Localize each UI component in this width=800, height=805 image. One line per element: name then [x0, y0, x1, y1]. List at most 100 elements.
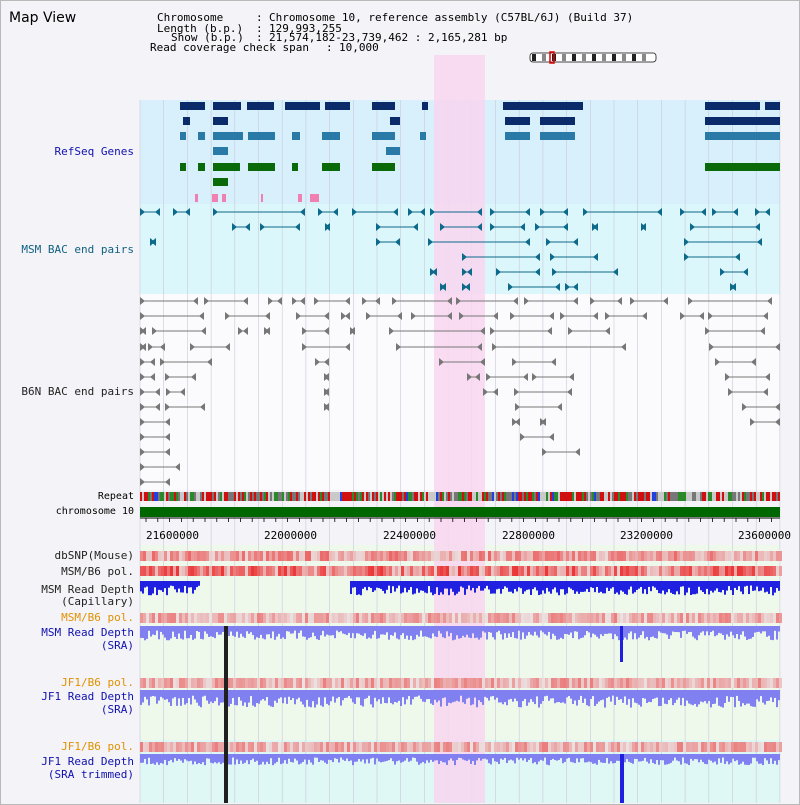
polymorphism-cell [656, 551, 659, 561]
polymorphism-cell [638, 742, 641, 752]
repeat-mark [692, 492, 694, 501]
track-label-refseq[interactable]: RefSeq Genes [54, 145, 134, 158]
read-depth-bar [334, 754, 336, 759]
read-depth-bar [710, 626, 712, 633]
polymorphism-cell [563, 678, 566, 688]
read-depth-bar [524, 626, 526, 639]
read-depth-bar [634, 690, 636, 703]
read-depth-bar [354, 626, 356, 639]
read-depth-bar [428, 754, 430, 763]
track-label-msm-depth-cap[interactable]: MSM Read Depth [41, 583, 134, 596]
read-depth-bar [542, 626, 544, 633]
track-label-msm-depth-sra[interactable]: MSM Read Depth [41, 626, 134, 639]
b6n-bac-pair-end [728, 388, 733, 396]
track-label-b6n-bac[interactable]: B6N BAC end pairs [21, 385, 134, 398]
track-label-jf1-b6-pol-2[interactable]: JF1/B6 pol. [61, 740, 134, 753]
b6n-bac-pair-end [175, 463, 180, 471]
polymorphism-cell [371, 613, 374, 623]
polymorphism-cell [671, 613, 674, 623]
read-depth-bar [220, 690, 222, 703]
polymorphism-cell [437, 566, 440, 576]
read-depth-bar [344, 690, 346, 698]
polymorphism-cell [722, 613, 725, 623]
read-depth-bar [244, 754, 246, 763]
read-depth-bar [368, 690, 370, 696]
polymorphism-cell [635, 613, 638, 623]
read-depth-bar [662, 581, 664, 591]
polymorphism-cell [260, 742, 263, 752]
read-depth-bar [190, 690, 192, 705]
b6n-bac-pair-end [362, 297, 367, 305]
repeat-mark [690, 492, 692, 501]
polymorphism-cell [602, 566, 605, 576]
polymorphism-cell [740, 551, 743, 561]
read-depth-bar [386, 690, 388, 704]
polymorphism-cell [212, 566, 215, 576]
read-depth-bar [526, 581, 528, 590]
msm-bac-pair-end [565, 283, 570, 291]
repeat-mark [522, 492, 524, 501]
read-depth-bar [626, 581, 628, 595]
repeat-mark [152, 492, 154, 501]
read-depth-bar [690, 754, 692, 759]
read-depth-bar [200, 690, 202, 708]
polymorphism-cell [566, 551, 569, 561]
track-label-jf1-depth-sra[interactable]: JF1 Read Depth [41, 690, 134, 703]
track-label-dbsnp[interactable]: dbSNP(Mouse) [54, 549, 134, 562]
polymorphism-cell [368, 742, 371, 752]
repeat-mark [606, 492, 608, 501]
read-depth-bar [690, 581, 692, 596]
track-label-msm-b6-pol-2[interactable]: MSM/B6 pol. [61, 611, 134, 624]
track-label-jf1-depth-trim[interactable]: JF1 Read Depth [41, 755, 134, 768]
repeat-mark [278, 492, 280, 501]
refseq-gene [292, 132, 300, 140]
read-depth-bar [688, 581, 690, 588]
b6n-bac-pair-end [486, 373, 491, 381]
repeat-mark [698, 492, 700, 501]
polymorphism-cell [239, 566, 242, 576]
read-depth-bar [540, 581, 542, 595]
polymorphism-cell [365, 742, 368, 752]
track-label-jf1-b6-pol[interactable]: JF1/B6 pol. [61, 676, 134, 689]
read-depth-bar [386, 626, 388, 633]
polymorphism-cell [632, 678, 635, 688]
repeat-mark [210, 492, 212, 501]
repeat-mark [638, 492, 640, 501]
read-depth-bar [586, 690, 588, 706]
polymorphism-cell [734, 613, 737, 623]
repeat-mark [376, 492, 378, 501]
read-depth-bar [704, 690, 706, 702]
repeat-mark [154, 492, 156, 501]
polymorphism-cell [257, 742, 260, 752]
read-depth-bar [732, 754, 734, 759]
polymorphism-cell [704, 551, 707, 561]
read-depth-bar [672, 626, 674, 632]
polymorphism-cell [539, 678, 542, 688]
read-depth-bar [378, 626, 380, 639]
repeat-mark [146, 492, 148, 501]
read-depth-bar [766, 581, 768, 592]
track-label-msm-b6-pol[interactable]: MSM/B6 pol. [61, 565, 134, 578]
b6n-bac-pair-end [238, 327, 243, 335]
polymorphism-cell [287, 566, 290, 576]
track-label-msm-bac[interactable]: MSM BAC end pairs [21, 243, 134, 256]
repeat-mark [566, 492, 568, 501]
polymorphism-cell [668, 566, 671, 576]
polymorphism-cell [728, 551, 731, 561]
read-depth-bar [774, 690, 776, 698]
read-depth-bar [682, 626, 684, 632]
chromosome-bar [140, 507, 780, 517]
msm-bac-pair-end [684, 238, 689, 246]
repeat-mark [270, 492, 272, 501]
read-depth-bar [288, 626, 290, 632]
read-depth-bar [502, 754, 504, 760]
polymorphism-cell [779, 678, 782, 688]
axis-tick-label: 23600000 [738, 529, 791, 542]
polymorphism-cell [767, 678, 770, 688]
polymorphism-cell [380, 551, 383, 561]
repeat-mark [288, 492, 290, 501]
read-depth-bar [412, 754, 414, 758]
read-depth-bar [282, 754, 284, 764]
polymorphism-cell [482, 742, 485, 752]
